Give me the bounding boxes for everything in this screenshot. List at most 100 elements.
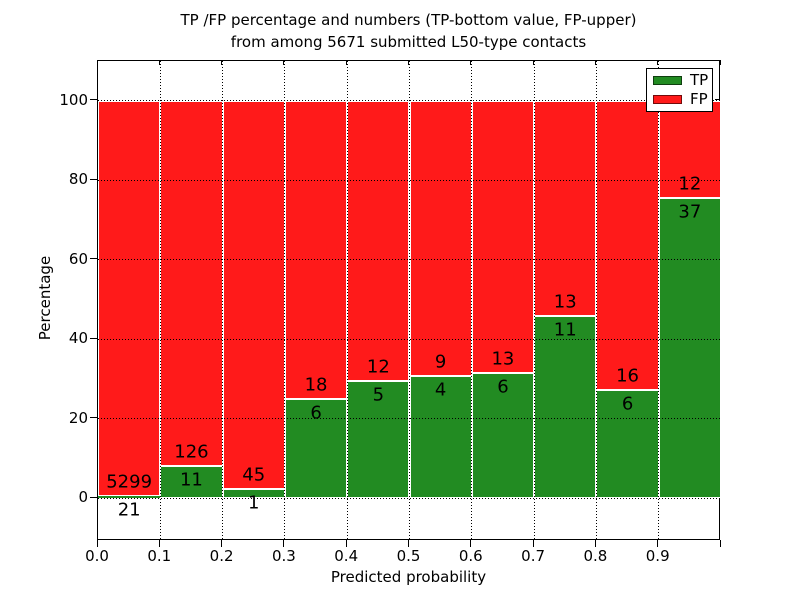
x-tick-mark bbox=[470, 540, 472, 547]
tp-count-label: 37 bbox=[678, 201, 702, 223]
tp-count-label: 5 bbox=[372, 384, 385, 406]
bar-segment-fp bbox=[98, 100, 161, 497]
bar-segment-fp bbox=[284, 100, 348, 399]
bar-segment-tp bbox=[98, 496, 161, 498]
tp-count-label: 6 bbox=[310, 402, 322, 424]
gridline-vertical bbox=[346, 61, 348, 541]
x-tick-label: 0.7 bbox=[521, 547, 546, 565]
bar-segment-tp bbox=[409, 375, 472, 498]
bar-segment-tp bbox=[347, 381, 410, 498]
bar-segment-tp bbox=[534, 315, 597, 498]
plot-area: 5299 21 126 11 45 1 18 6 12 5 9 4 13 6 13 11 16 6 12 37 bbox=[97, 60, 721, 541]
x-tick-mark bbox=[158, 540, 160, 547]
gridline-horizontal bbox=[98, 418, 721, 420]
fp-count-label: 12 bbox=[366, 356, 390, 378]
fp-count-label: 5299 bbox=[106, 471, 153, 493]
x-tick-mark-top bbox=[408, 60, 409, 65]
bar-segment-tp bbox=[596, 389, 659, 498]
gridline-horizontal bbox=[98, 497, 721, 499]
fp-count-label: 13 bbox=[553, 291, 577, 313]
legend: TP FP bbox=[646, 68, 713, 112]
x-tick-label: 0.4 bbox=[334, 547, 359, 565]
y-axis-label: Percentage bbox=[36, 255, 54, 341]
gridline-vertical bbox=[471, 61, 473, 541]
x-tick-mark-top bbox=[345, 60, 347, 65]
x-tick-mark bbox=[96, 540, 98, 547]
bar-segment-fp bbox=[347, 100, 410, 382]
x-tick-label: 0.2 bbox=[209, 547, 234, 565]
y-tick-mark bbox=[90, 496, 97, 498]
x-axis-label: Predicted probability bbox=[330, 568, 487, 586]
gridline-horizontal bbox=[98, 338, 721, 340]
gridline-vertical bbox=[409, 61, 410, 541]
x-tick-mark bbox=[657, 540, 659, 547]
y-tick-mark bbox=[90, 337, 97, 339]
x-tick-mark bbox=[594, 540, 596, 547]
legend-label-fp: FP bbox=[690, 90, 708, 108]
bar-segment-tp bbox=[284, 398, 348, 498]
fp-count-label: 12 bbox=[678, 173, 702, 195]
x-tick-label: 0.9 bbox=[645, 547, 670, 565]
gridline-vertical bbox=[658, 61, 660, 541]
fp-count-label: 126 bbox=[174, 441, 209, 463]
tp-color-swatch-icon bbox=[653, 76, 682, 85]
bar-segment-fp bbox=[471, 100, 535, 373]
gridline-vertical bbox=[159, 61, 161, 541]
x-tick-mark-top bbox=[532, 60, 534, 65]
x-tick-mark-top bbox=[221, 60, 223, 65]
legend-entry-tp: TP bbox=[647, 73, 712, 88]
fp-color-swatch-icon bbox=[653, 95, 682, 104]
x-tick-mark-top bbox=[283, 60, 285, 65]
bar-segment-fp bbox=[160, 100, 223, 467]
gridline-vertical bbox=[284, 61, 286, 541]
gridline-vertical bbox=[595, 61, 597, 541]
x-tick-mark-top bbox=[657, 60, 659, 65]
y-tick-mark bbox=[90, 417, 97, 419]
tp-count-label: 6 bbox=[497, 376, 509, 398]
tp-count-label: 6 bbox=[621, 393, 634, 415]
gridline-horizontal bbox=[98, 179, 721, 181]
gridline-vertical bbox=[222, 61, 224, 541]
y-tick-mark-right bbox=[715, 99, 720, 101]
x-tick-mark bbox=[345, 540, 347, 547]
x-tick-mark-top bbox=[594, 60, 596, 65]
y-tick-label: 100 bbox=[59, 90, 88, 109]
y-tick-mark bbox=[90, 99, 97, 101]
gridline-horizontal bbox=[98, 259, 721, 261]
tp-count-label: 4 bbox=[434, 379, 447, 401]
bar-segment-tp bbox=[160, 466, 223, 498]
gridline-vertical bbox=[533, 61, 535, 541]
x-tick-label: 0.1 bbox=[147, 547, 172, 565]
y-tick-mark bbox=[90, 258, 97, 260]
x-tick-label: 0.0 bbox=[85, 547, 109, 565]
x-tick-mark-top bbox=[158, 60, 160, 65]
fp-count-label: 18 bbox=[304, 374, 328, 396]
x-tick-mark bbox=[283, 540, 285, 547]
x-tick-mark bbox=[719, 540, 721, 547]
y-tick-label: 80 bbox=[68, 170, 88, 189]
y-tick-label: 40 bbox=[68, 329, 88, 348]
tp-count-label: 11 bbox=[179, 469, 203, 491]
bar-segment-fp bbox=[222, 100, 285, 490]
legend-label-tp: TP bbox=[690, 71, 709, 89]
fp-count-label: 13 bbox=[491, 348, 515, 370]
y-tick-label: 0 bbox=[78, 488, 88, 506]
gridline-horizontal bbox=[98, 100, 721, 102]
y-tick-label: 60 bbox=[68, 249, 88, 268]
bar-segment-fp bbox=[409, 100, 472, 376]
bar-segment-tp bbox=[471, 372, 535, 498]
fp-count-label: 9 bbox=[434, 351, 447, 373]
bar-segment-fp bbox=[534, 100, 597, 316]
tp-count-label: 11 bbox=[553, 319, 577, 341]
bar-segment-tp bbox=[658, 198, 721, 498]
fp-count-label: 16 bbox=[616, 365, 639, 387]
x-tick-mark bbox=[408, 540, 409, 547]
x-tick-mark-top bbox=[470, 60, 472, 65]
y-tick-mark bbox=[90, 178, 97, 180]
bar-segment-fp bbox=[596, 100, 659, 390]
x-tick-label: 0.5 bbox=[396, 547, 421, 565]
tp-count-label: 1 bbox=[248, 492, 260, 514]
chart-title-line2: from among 5671 submitted L50-type conta… bbox=[230, 33, 587, 51]
x-tick-mark bbox=[532, 540, 534, 547]
